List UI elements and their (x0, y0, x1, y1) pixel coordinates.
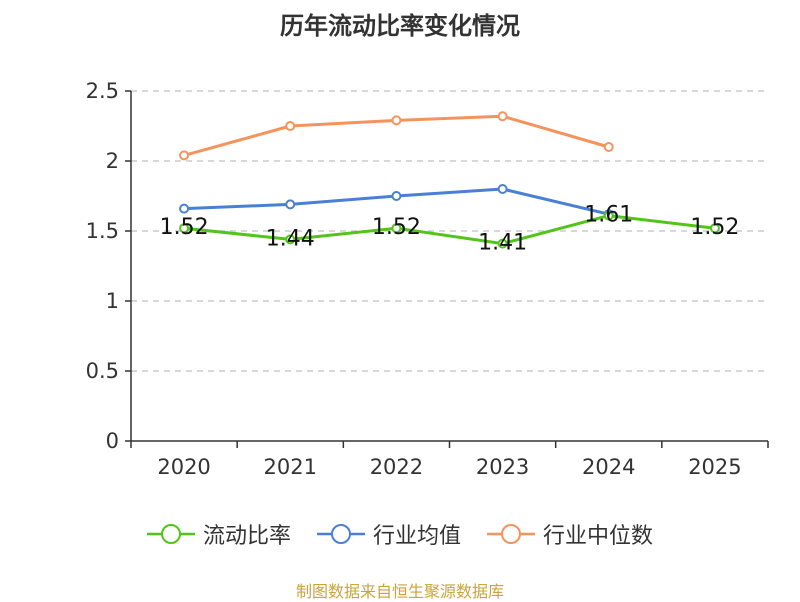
legend-label-current-ratio: 流动比率 (202, 524, 291, 549)
y-tick-label: 2 (106, 149, 119, 173)
data-point (285, 199, 296, 210)
chart-title: 历年流动比率变化情况 (280, 12, 520, 40)
legend-marker-industry-mean (316, 524, 365, 544)
y-tick-label: 0 (106, 429, 119, 453)
x-tick-label: 2023 (476, 455, 529, 479)
data-point (285, 234, 296, 245)
data-point (285, 121, 296, 131)
legend-marker-industry-median (487, 524, 535, 544)
data-labels: 1.52 1.44 1.52 1.41 1.61 1.52 (160, 203, 740, 256)
data-point (497, 184, 508, 194)
legend-item-industry-median[interactable]: 行业中位数 (487, 518, 653, 550)
legend-marker-current-ratio (146, 524, 195, 544)
y-tick-label: 2.5 (86, 79, 119, 103)
data-source-note: 制图数据来自恒生聚源数据库 (295, 582, 504, 601)
data-point (709, 223, 720, 234)
data-label: 1.52 (160, 215, 209, 240)
data-label: 1.61 (584, 203, 633, 228)
data-point (497, 238, 508, 249)
data-point (179, 203, 190, 214)
x-tick-label: 2024 (582, 455, 635, 479)
data-label: 1.52 (372, 215, 421, 240)
data-point (391, 191, 402, 201)
data-point (391, 115, 402, 126)
data-point (497, 111, 508, 122)
x-tick-label: 2025 (688, 455, 741, 479)
data-point (391, 223, 402, 234)
grid-lines (131, 90, 768, 372)
data-label: 1.52 (690, 215, 739, 240)
x-tick-label: 2021 (264, 455, 317, 479)
data-point (179, 150, 190, 161)
data-point (603, 210, 614, 221)
y-tick-label: 1.5 (86, 219, 119, 243)
data-label: 1.44 (266, 226, 315, 251)
y-tick-label: 0.5 (86, 359, 119, 383)
data-point (179, 223, 190, 234)
series (179, 111, 720, 249)
data-point (603, 142, 614, 152)
series-line (183, 214, 716, 246)
legend-item-industry-mean[interactable]: 行业均值 (316, 518, 461, 550)
legend-label-industry-median: 行业中位数 (543, 524, 654, 549)
y-tick-label: 1 (106, 289, 119, 313)
legend-item-current-ratio[interactable]: 流动比率 (146, 518, 291, 550)
x-tick-label: 2020 (157, 455, 210, 479)
x-tick-label: 2022 (370, 455, 423, 479)
legend: 流动比率 行业均值 行业中位数 (0, 518, 800, 550)
data-label: 1.41 (478, 231, 527, 256)
legend-label-industry-mean: 行业均值 (372, 524, 461, 549)
